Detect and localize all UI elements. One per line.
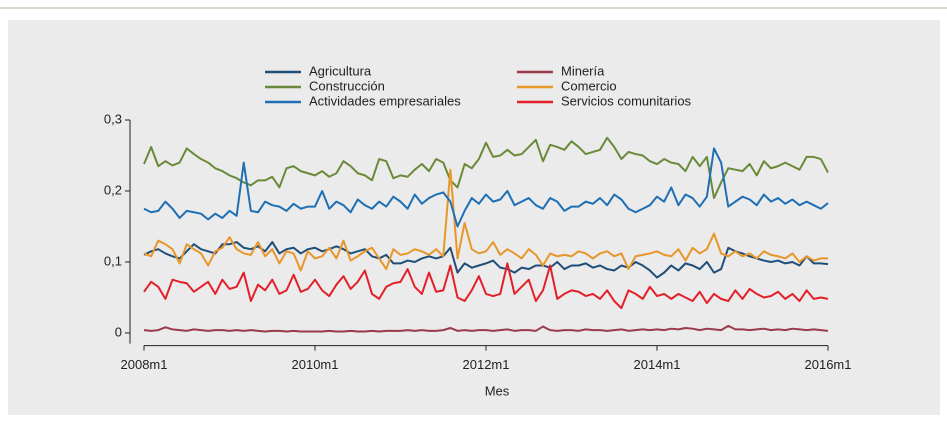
y-tick-label: 0,3 [104, 111, 122, 126]
x-axis-title: Mes [485, 383, 510, 398]
series-line [143, 241, 829, 279]
panel [8, 20, 940, 415]
x-tick-label: 2016m1 [805, 357, 852, 372]
legend-label: Minería [561, 63, 605, 78]
legend-label: Servicios comunitarios [561, 93, 692, 108]
series-line [143, 136, 829, 200]
y-tick-label: 0 [115, 324, 122, 339]
x-tick-label: 2008m1 [121, 357, 168, 372]
y-tick-label: 0,1 [104, 253, 122, 268]
x-tick-label: 2010m1 [292, 357, 339, 372]
series-line [143, 262, 829, 310]
y-tick-label: 0,2 [104, 182, 122, 197]
legend-label: Construcción [309, 78, 385, 93]
series-line [143, 324, 829, 333]
legend-label: Actividades empresariales [309, 93, 461, 108]
series-line [143, 168, 828, 272]
legend-label: Comercio [561, 78, 617, 93]
x-tick-label: 2014m1 [634, 357, 681, 372]
x-tick-label: 2012m1 [463, 357, 510, 372]
series-line [143, 147, 829, 228]
legend-label: Agricultura [309, 63, 372, 78]
